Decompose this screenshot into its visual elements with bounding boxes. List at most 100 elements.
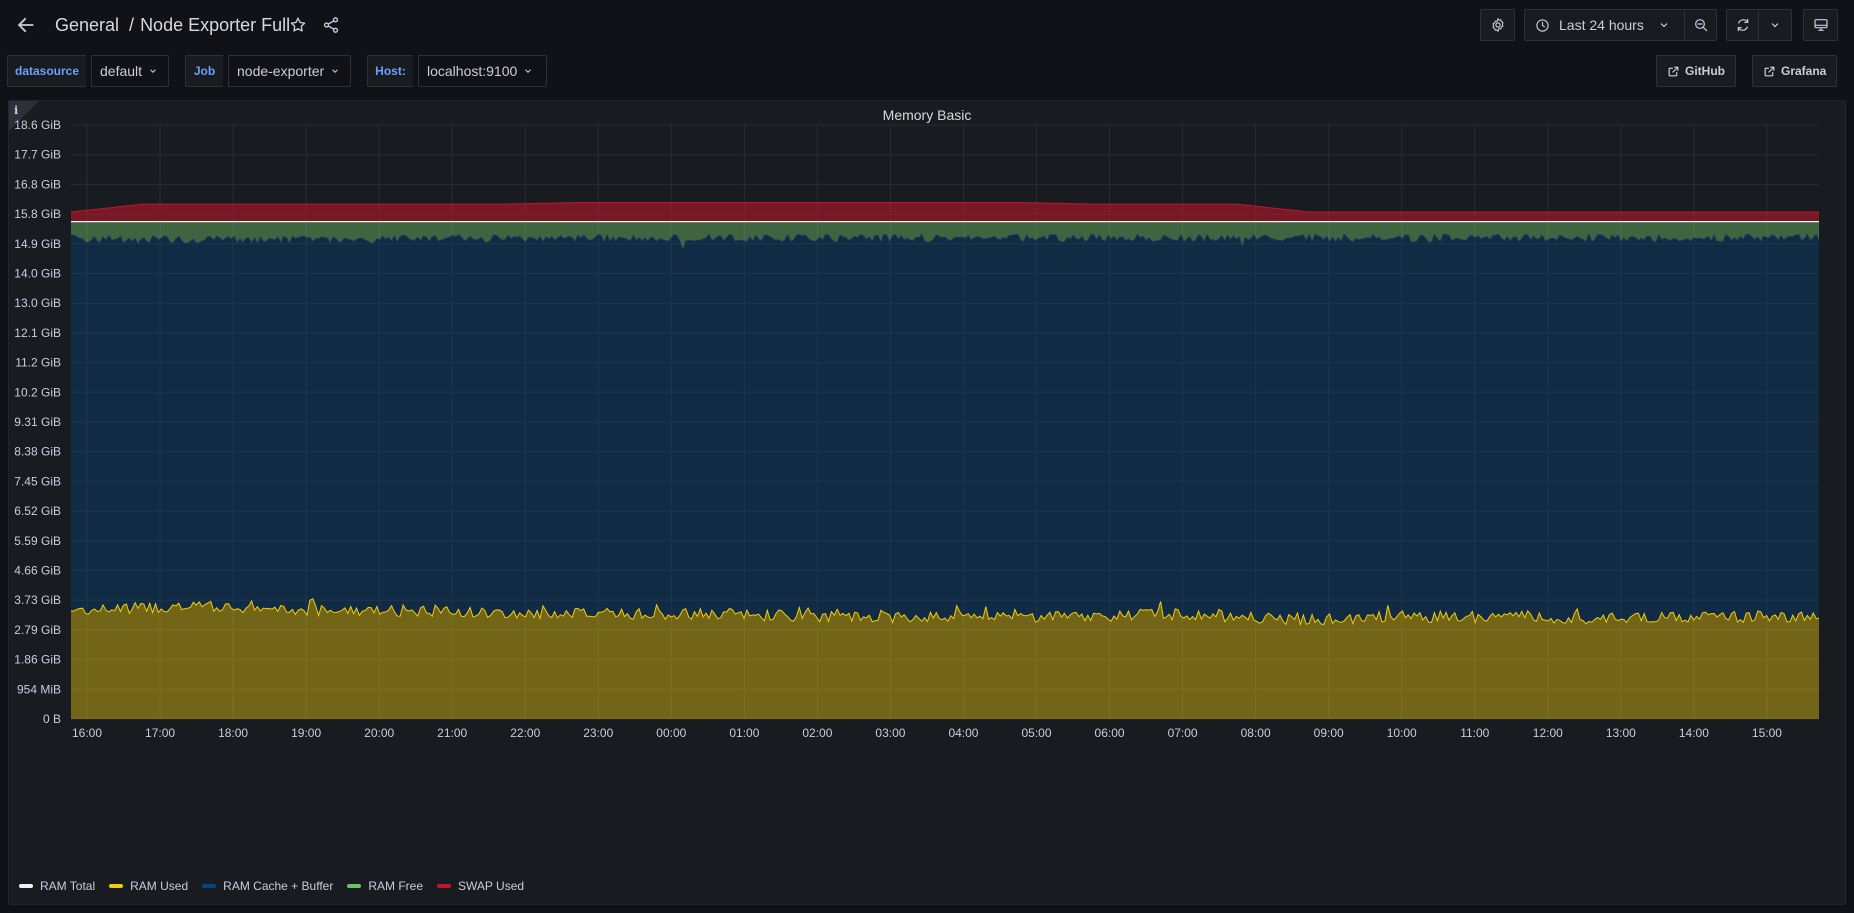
x-tick-label: 10:00 (1387, 726, 1417, 740)
clock-icon (1536, 18, 1549, 32)
legend-swatch (202, 884, 217, 888)
settings-button[interactable] (1480, 9, 1515, 41)
legend-item[interactable]: RAM Free (347, 879, 423, 893)
series-area-ram-free[interactable] (71, 221, 1819, 250)
time-range-label: Last 24 hours (1559, 17, 1644, 33)
arrow-left-icon (17, 17, 34, 33)
share-icon (323, 17, 339, 33)
github-link[interactable]: GitHub (1656, 55, 1736, 87)
legend-swatch (437, 884, 452, 888)
breadcrumb-separator: / (129, 14, 135, 35)
x-tick-label: 03:00 (875, 726, 905, 740)
x-tick-label: 18:00 (218, 726, 248, 740)
y-tick-label: 0 B (43, 712, 61, 726)
view-mode-group (1803, 9, 1838, 41)
chevron-down-icon (332, 69, 339, 74)
y-tick-label: 18.6 GiB (14, 118, 61, 132)
x-tick-label: 16:00 (72, 726, 102, 740)
x-tick-label: 00:00 (656, 726, 686, 740)
series-line-swap-used (70, 202, 1819, 213)
legend-label: RAM Free (368, 879, 424, 893)
page-title[interactable]: Node Exporter Full (140, 14, 291, 35)
x-tick-label: 15:00 (1752, 726, 1782, 740)
x-tick-label: 17:00 (145, 726, 175, 740)
y-tick-label: 13.0 GiB (14, 296, 61, 310)
y-tick-label: 5.59 GiB (14, 534, 61, 548)
legend-label: RAM Cache + Buffer (223, 879, 334, 893)
series-area-ram-cache-buffer[interactable] (71, 234, 1819, 625)
zoom-out-icon (1694, 19, 1707, 32)
refresh-interval-dropdown[interactable] (1759, 9, 1792, 41)
breadcrumb-folder[interactable]: General (55, 14, 120, 35)
star-icon (290, 17, 306, 32)
grafana-link[interactable]: Grafana (1752, 55, 1838, 87)
series-area-swap-used[interactable] (71, 202, 1819, 222)
y-tick-label: 3.73 GiB (14, 593, 61, 607)
x-tick-label: 13:00 (1606, 726, 1636, 740)
x-tick-label: 14:00 (1679, 726, 1709, 740)
memory-chart[interactable]: 0 B 954 MiB 1.86 GiB 2.79 GiB 3.73 GiB 4.66 G… (9, 101, 1847, 871)
legend-item[interactable]: SWAP Used (437, 879, 524, 893)
y-tick-label: 8.38 GiB (14, 445, 61, 459)
x-tick-label: 11:00 (1460, 726, 1489, 740)
time-range-picker[interactable]: Last 24 hours (1524, 9, 1685, 41)
x-tick-label: 01:00 (729, 726, 759, 740)
panel-title[interactable]: Memory Basic (882, 107, 972, 123)
legend-label: SWAP Used (458, 879, 525, 893)
series-line-ram-cache-buffer (70, 233, 1820, 252)
legend-swatch (19, 884, 33, 888)
chevron-down-icon (525, 69, 532, 74)
breadcrumb: General / Node Exporter Full (55, 12, 290, 38)
series-line-ram-used (70, 597, 1819, 627)
variables-bar: datasource default Job node-exporter Hos… (0, 55, 1854, 87)
x-tick-label: 20:00 (364, 726, 394, 740)
variable-select-job[interactable]: node-exporter (228, 55, 351, 87)
series-area-ram-used[interactable] (71, 598, 1819, 719)
y-tick-label: 4.66 GiB (14, 564, 61, 578)
x-tick-label: 08:00 (1241, 726, 1271, 740)
y-tick-label: 14.0 GiB (14, 267, 61, 281)
legend-label: RAM Total (40, 879, 96, 893)
variable-select-datasource[interactable]: default (91, 55, 169, 87)
variable-label-host: Host: (367, 55, 413, 87)
x-tick-label: 02:00 (802, 726, 832, 740)
y-tick-label: 954 MiB (17, 682, 61, 696)
legend-item[interactable]: RAM Cache + Buffer (202, 879, 333, 893)
x-tick-label: 12:00 (1533, 726, 1563, 740)
grafana-link-label: Grafana (1781, 64, 1827, 78)
variable-value: localhost:9100 (427, 63, 518, 79)
variable-label-job: Job (185, 55, 223, 87)
x-tick-label: 22:00 (510, 726, 540, 740)
y-tick-label: 9.31 GiB (14, 415, 61, 429)
variable-select-host[interactable]: localhost:9100 (418, 55, 547, 87)
dashboard-navbar: General / Node Exporter Full (0, 0, 1854, 50)
legend-swatch (109, 884, 124, 888)
legend-item[interactable]: RAM Total (19, 879, 95, 893)
variable-value: node-exporter (237, 63, 325, 79)
x-tick-label: 23:00 (583, 726, 613, 740)
favorite-button[interactable] (285, 12, 311, 38)
panel-info-corner[interactable] (9, 101, 39, 131)
x-tick-label: 21:00 (437, 726, 467, 740)
chevron-down-icon (1771, 23, 1779, 28)
memory-basic-panel: i Memory Basic 0 B 954 MiB 1.86 GiB 2.79 Gi… (8, 100, 1846, 905)
y-tick-label: 6.52 GiB (14, 504, 61, 518)
back-button[interactable] (10, 10, 42, 40)
cycle-view-mode-button[interactable] (1803, 9, 1838, 41)
gear-icon (1491, 18, 1504, 32)
share-button[interactable] (318, 12, 344, 38)
y-tick-label: 10.2 GiB (14, 385, 61, 399)
external-link-icon (1668, 66, 1679, 76)
refresh-button[interactable] (1726, 9, 1759, 41)
time-picker-group: Last 24 hours (1524, 9, 1717, 41)
zoom-out-button[interactable] (1685, 9, 1717, 41)
x-tick-label: 07:00 (1168, 726, 1198, 740)
y-tick-label: 17.7 GiB (14, 148, 61, 162)
legend-label: RAM Used (130, 879, 189, 893)
legend-item[interactable]: RAM Used (109, 879, 188, 893)
y-tick-label: 7.45 GiB (14, 474, 61, 488)
y-tick-label: 11.2 GiB (15, 356, 61, 370)
y-tick-label: 2.79 GiB (14, 623, 61, 637)
x-tick-label: 04:00 (948, 726, 978, 740)
info-icon[interactable]: i (14, 104, 19, 117)
